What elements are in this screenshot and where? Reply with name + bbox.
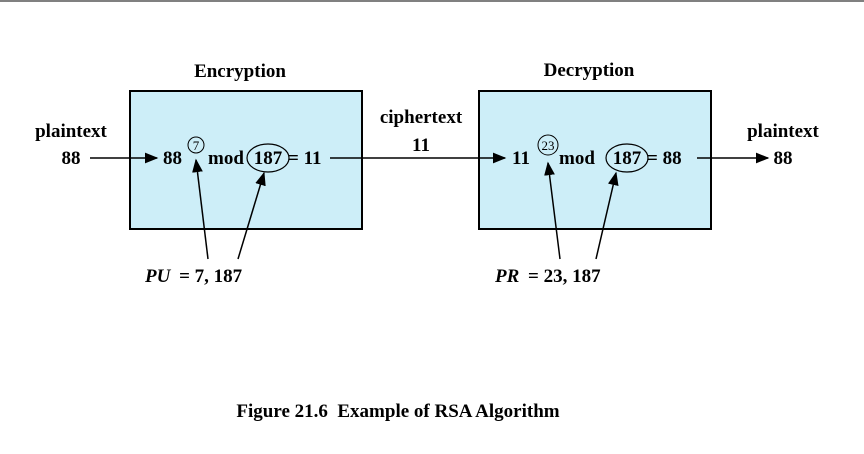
pu-exponent-pointer	[192, 158, 209, 260]
decryption-title: Decryption	[544, 60, 635, 81]
public-key-value: = 7, 187	[179, 266, 243, 287]
decrypt-exponent-circle	[537, 134, 559, 156]
left-plaintext-label: plaintext	[35, 121, 107, 142]
encrypt-modulus-ellipse	[246, 143, 290, 173]
decrypt-modulus-ellipse	[605, 143, 649, 173]
encrypt-base: 88	[163, 148, 182, 169]
private-key-name: PR	[494, 266, 519, 287]
decrypt-result: = 88	[647, 148, 682, 169]
encryption-title: Encryption	[194, 61, 286, 82]
figure-caption: Figure 21.6 Example of RSA Algorithm	[236, 401, 559, 422]
encrypt-result: = 11	[288, 148, 322, 169]
right-plaintext-value: 88	[774, 148, 793, 169]
right-plaintext-label: plaintext	[747, 121, 819, 142]
ciphertext-value: 11	[412, 135, 430, 156]
decrypt-exponent: 23	[542, 138, 555, 153]
decryption-box	[478, 90, 712, 230]
left-plaintext-value: 88	[62, 148, 81, 169]
encrypt-mod-word: mod	[208, 148, 244, 169]
decrypt-base: 11	[512, 148, 530, 169]
ciphertext-label: ciphertext	[380, 107, 463, 128]
pr-modulus-pointer	[595, 171, 619, 260]
public-key-label: PU = 7, 187	[144, 266, 243, 287]
pu-modulus-pointer	[237, 171, 266, 260]
encrypt-exponent: 7	[193, 138, 200, 153]
decrypt-mod-word: mod	[559, 148, 595, 169]
decrypt-modulus: 187	[613, 148, 642, 169]
encrypt-exponent-circle	[187, 136, 205, 154]
private-key-label: PR = 23, 187	[494, 266, 601, 287]
private-key-value: = 23, 187	[528, 266, 601, 287]
encrypt-modulus: 187	[254, 148, 283, 169]
public-key-name: PU	[144, 266, 172, 287]
encryption-box	[129, 90, 363, 230]
pr-exponent-pointer	[544, 161, 561, 260]
